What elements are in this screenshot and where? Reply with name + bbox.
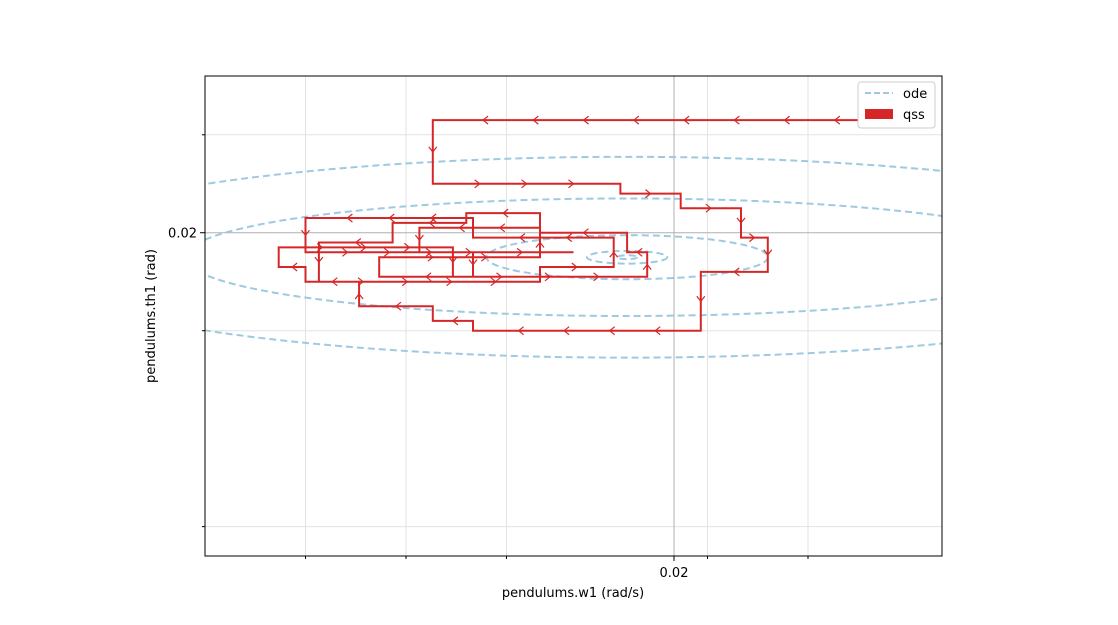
- qss-arrow: [502, 208, 509, 218]
- qss-arrow: [696, 295, 706, 303]
- qss-arrow: [498, 223, 506, 233]
- qss-arrow: [571, 262, 578, 272]
- qss-arrow: [425, 247, 433, 257]
- qss-arrow: [593, 272, 600, 282]
- qss-arrow: [705, 203, 712, 213]
- qss-arrow: [763, 249, 773, 256]
- qss-arrow: [468, 259, 478, 266]
- qss-arrow: [490, 277, 497, 287]
- qss-arrow: [783, 115, 790, 125]
- axis-ticks: 0.02 0.02: [168, 134, 809, 581]
- qss-arrow: [458, 223, 465, 233]
- qss-arrow: [518, 233, 526, 243]
- qss-arrow: [383, 247, 391, 257]
- qss-arrow: [482, 115, 489, 125]
- qss-arrow: [517, 326, 524, 336]
- qss-arrow: [582, 228, 589, 238]
- qss-arrow: [733, 115, 740, 125]
- qss-arrow: [427, 252, 434, 262]
- ode-series: [205, 155, 942, 359]
- qss-arrow: [357, 277, 365, 287]
- qss-arrow: [645, 189, 652, 199]
- qss-arrow: [736, 217, 746, 224]
- qss-arrow: [388, 213, 395, 223]
- qss-arrow: [474, 179, 481, 189]
- qss-arrow: [404, 242, 411, 252]
- qss-arrow: [535, 241, 545, 248]
- qss-arrow: [395, 301, 402, 311]
- qss-arrow: [481, 252, 488, 262]
- ode-orbit: [205, 197, 942, 317]
- qss-arrow: [465, 247, 472, 257]
- qss-series: [277, 115, 936, 336]
- qss-arrow: [532, 115, 539, 125]
- qss-arrow: [414, 234, 424, 242]
- legend: ode qss: [857, 81, 936, 129]
- qss-arrow: [516, 247, 524, 257]
- x-tick-label: 0.02: [660, 566, 689, 581]
- x-axis-label: pendulums.w1 (rad/s): [502, 586, 644, 601]
- qss-arrow: [314, 256, 324, 264]
- qss-arrow: [446, 277, 453, 287]
- legend-qss-label: qss: [903, 108, 925, 123]
- qss-arrow: [565, 233, 573, 243]
- legend-qss-swatch: [865, 109, 893, 119]
- qss-arrow: [428, 146, 438, 153]
- plot-area-frame: [204, 75, 943, 557]
- ode-orbit: [616, 254, 639, 261]
- qss-arrow: [563, 326, 570, 336]
- qss-arrow: [451, 316, 459, 326]
- qss-arrow: [291, 262, 298, 272]
- qss-arrow: [609, 251, 619, 258]
- qss-arrow: [354, 238, 362, 247]
- qss-arrow: [346, 213, 353, 223]
- qss-arrow: [683, 115, 690, 125]
- qss-arrow: [521, 179, 528, 189]
- qss-arrow: [544, 272, 551, 282]
- qss-arrow: [342, 247, 349, 257]
- qss-arrow: [316, 242, 324, 252]
- qss-arrow: [568, 179, 575, 189]
- qss-arrow: [331, 277, 338, 287]
- qss-arrow: [642, 263, 652, 270]
- qss-arrow: [301, 229, 310, 237]
- qss-arrow: [428, 218, 435, 228]
- qss-arrow: [749, 233, 756, 243]
- qss-arrow: [360, 242, 367, 252]
- qss-arrow: [430, 213, 437, 223]
- legend-ode-label: ode: [903, 87, 927, 102]
- qss-arrow: [496, 272, 503, 282]
- qss-arrow: [733, 267, 740, 277]
- qss-arrow: [354, 293, 364, 300]
- y-axis-label: pendulums.th1 (rad): [144, 249, 159, 383]
- qss-arrow: [636, 247, 643, 257]
- qss-arrow: [833, 115, 841, 125]
- qss-arrow: [448, 256, 458, 264]
- y-tick-label: 0.02: [168, 227, 197, 242]
- qss-arrow: [401, 277, 409, 287]
- qss-arrow: [608, 326, 616, 336]
- qss-arrow: [654, 326, 661, 336]
- qss-arrow: [425, 272, 432, 282]
- qss-arrow: [632, 115, 640, 125]
- qss-trajectory: [277, 119, 936, 332]
- qss-arrow: [582, 115, 589, 125]
- ode-orbit: [205, 155, 942, 359]
